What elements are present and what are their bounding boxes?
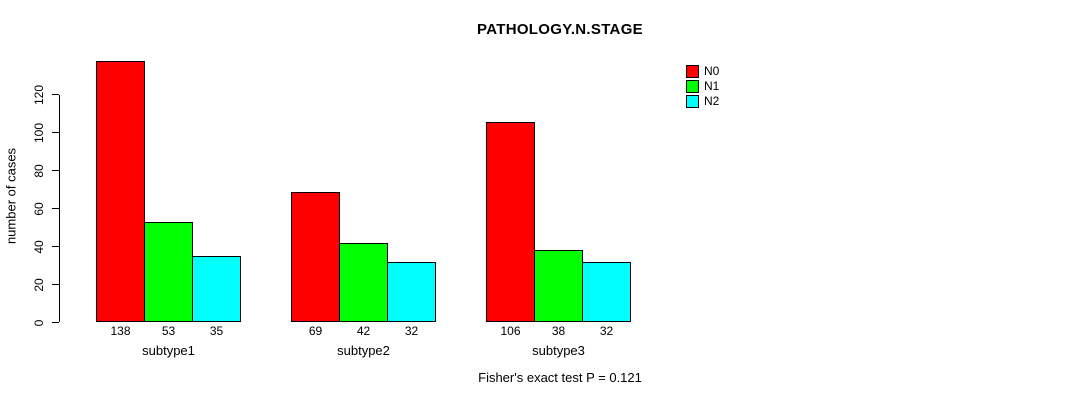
bar-value-label: 69 <box>308 324 323 338</box>
bar-n0-subtype2 <box>291 191 340 323</box>
legend-swatch-n0 <box>686 64 699 78</box>
bar-n0-subtype1 <box>96 60 145 323</box>
y-axis-tick-label: 60 <box>32 202 46 216</box>
y-axis-tick-label: 40 <box>32 239 46 254</box>
chart-title: PATHOLOGY.N.STAGE <box>477 21 643 38</box>
bar-value-label: 32 <box>404 324 419 338</box>
legend-item-label: N0 <box>704 63 720 78</box>
y-axis-tick-label: 120 <box>32 84 46 105</box>
y-axis-tick-label: 100 <box>32 122 46 143</box>
bar-value-label: 38 <box>551 324 566 338</box>
x-category-label: subtype3 <box>532 343 585 358</box>
bar-n1-subtype2 <box>339 242 388 323</box>
bar-value-label: 35 <box>209 324 224 338</box>
bar-value-label: 138 <box>110 324 131 338</box>
legend-item: N0 <box>686 64 719 78</box>
y-axis-tick <box>52 246 59 248</box>
y-axis-line <box>59 94 60 323</box>
legend-item-label: N2 <box>704 93 720 108</box>
legend-swatch-n2 <box>686 94 699 108</box>
y-axis-tick-label: 0 <box>32 319 46 326</box>
bar-n2-subtype1 <box>192 256 241 323</box>
x-category-label: subtype2 <box>337 343 390 358</box>
y-axis-tick <box>52 170 59 172</box>
y-axis-tick <box>52 132 59 134</box>
y-axis-tick <box>52 322 59 323</box>
bar-n2-subtype3 <box>582 261 631 323</box>
y-axis-tick <box>52 208 59 210</box>
y-axis-tick-label: 80 <box>32 164 46 178</box>
bar-value-label: 53 <box>161 324 176 338</box>
bar-n2-subtype2 <box>387 261 436 323</box>
bar-n1-subtype3 <box>534 250 583 323</box>
legend: N0 N1 N2 <box>686 64 719 108</box>
y-axis-tick <box>52 284 59 286</box>
legend-item: N2 <box>686 94 719 108</box>
bar-value-label: 106 <box>500 324 521 338</box>
bar-n1-subtype1 <box>144 222 193 323</box>
bar-value-label: 32 <box>599 324 614 338</box>
legend-item: N1 <box>686 79 719 93</box>
y-axis-tick-label: 20 <box>32 277 46 292</box>
x-category-label: subtype1 <box>142 343 195 358</box>
legend-item-label: N1 <box>704 78 720 93</box>
legend-swatch-n1 <box>686 79 699 93</box>
annotation-text: Fisher's exact test P = 0.121 <box>478 370 642 385</box>
bar-n0-subtype3 <box>486 121 535 323</box>
bar-value-label: 42 <box>356 324 371 338</box>
y-axis-tick <box>52 94 59 96</box>
